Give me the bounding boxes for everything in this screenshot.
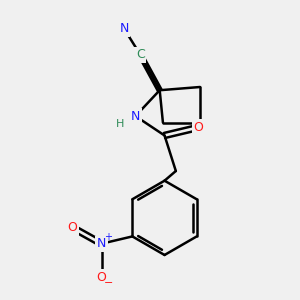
Text: O: O [194,121,203,134]
Text: N: N [97,237,106,250]
Text: H: H [116,118,124,128]
Text: N: N [131,110,140,123]
Text: C: C [136,48,145,61]
Text: −: − [104,278,113,288]
Text: +: + [104,232,112,242]
Text: O: O [97,271,106,284]
Text: O: O [68,221,77,234]
Text: N: N [119,22,129,35]
